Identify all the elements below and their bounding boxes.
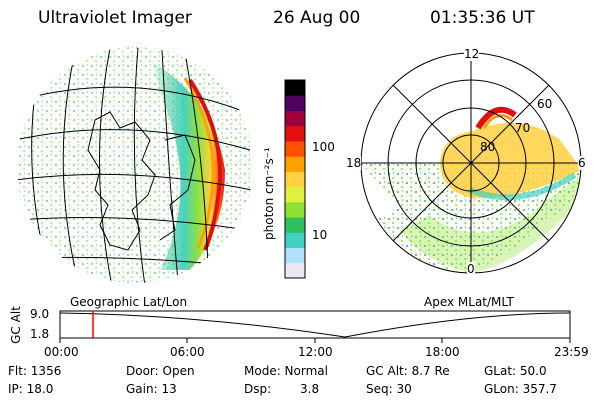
coastline [87,111,156,251]
colorbar-unit-label: photon cm⁻²s⁻¹ [262,147,276,240]
colorbar-swatch [285,125,305,142]
colorbar-swatch [285,140,305,157]
geographic-map [17,47,253,283]
app-title: Ultraviolet Imager [38,8,192,28]
info-dsp-value: 3.8 [300,382,320,396]
colorbar-swatch [285,156,305,172]
timeline-xtick-1200: 12:00 [298,345,333,359]
lat-label-80: 80 [480,140,496,154]
mlt-label-6: 6 [578,156,586,170]
time-label: 01:35:36 UT [430,8,535,28]
colorbar-swatch [285,201,305,218]
info-gc-altitude: GC Alt: 8.7 Re [366,364,450,378]
colorbar-swatch [285,217,305,233]
info-mode: Mode: Normal [244,364,328,378]
polar-grid [360,52,582,274]
lat-label-60: 60 [537,97,553,111]
panel-label-apex: Apex MLat/MLT [424,295,514,309]
colorbar-swatch [285,95,305,111]
colorbar-tick-100: 100 [312,140,335,154]
colorbar-swatch [285,110,305,127]
panel-label-geographic: Geographic Lat/Lon [70,295,188,309]
colorbar-swatch [285,80,305,96]
colorbar-swatch [285,232,305,249]
aurora-oval-polar [440,122,581,199]
timeline-axis-label: GC Alt [9,306,23,344]
colorbar-swatch [285,171,305,188]
altitude-curve [59,312,571,338]
timeline-xtick-2359: 23:59 [554,345,589,359]
colorbar-tick-10: 10 [312,228,328,242]
date-label: 26 Aug 00 [273,8,361,28]
timeline-frame [59,310,571,339]
colorbar [285,80,305,279]
info-dsp-label: Dsp: [244,382,272,396]
info-gain: Gain: 13 [126,382,177,396]
lat-label-70: 70 [515,121,531,135]
info-ip: IP: 18.0 [8,382,54,396]
mlt-label-12: 12 [464,47,480,61]
mlt-label-0: 0 [467,262,475,276]
colorbar-swatch [285,262,305,279]
colorbar-swatch [285,247,305,264]
timeline-ytick-top: 9.0 [30,307,50,321]
mlt-label-18: 18 [346,156,362,170]
info-sequence: Seq: 30 [366,382,412,396]
colorbar-swatch [285,186,305,203]
info-glon: GLon: 357.7 [484,382,557,396]
info-door: Door: Open [126,364,195,378]
timeline-xtick-0600: 06:00 [170,345,205,359]
timeline-xtick-1800: 18:00 [425,345,460,359]
timeline-xtick-0000: 00:00 [44,345,79,359]
info-glat: GLat: 50.0 [484,364,547,378]
timeline-ytick-bottom: 1.8 [30,327,50,341]
info-flight: Flt: 1356 [8,364,62,378]
